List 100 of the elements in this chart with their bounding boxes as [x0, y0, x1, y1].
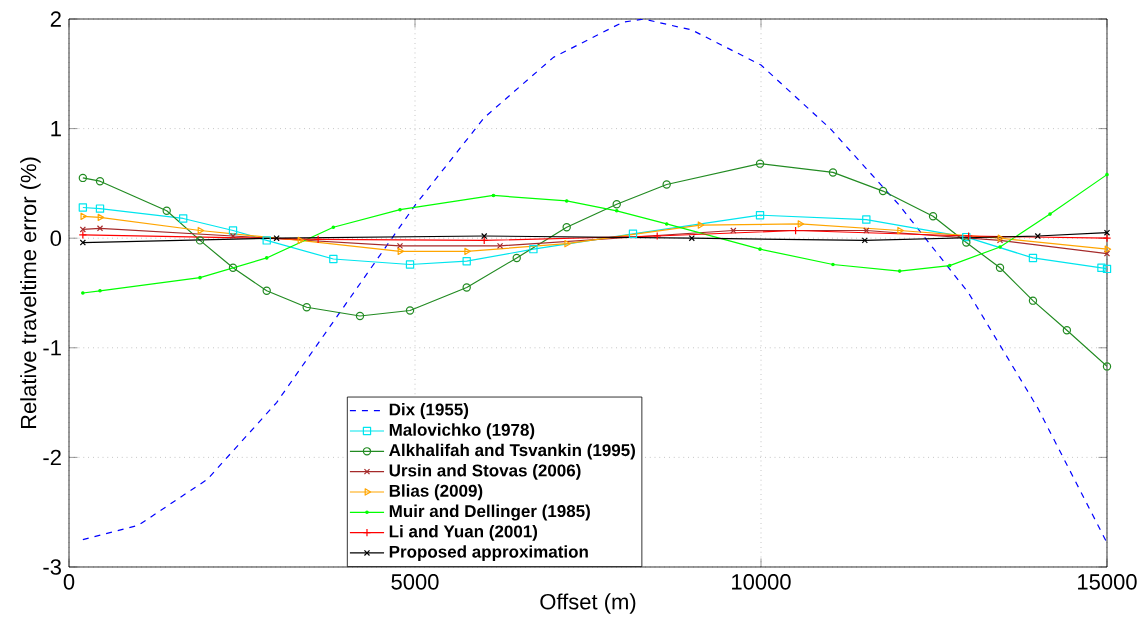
point	[79, 226, 86, 233]
legend-label: Blias (2009)	[389, 484, 483, 501]
point	[178, 214, 188, 223]
point	[878, 186, 888, 196]
x-tick-label: 5000	[391, 574, 439, 590]
point	[464, 247, 471, 256]
point	[831, 262, 835, 267]
point	[562, 223, 571, 232]
point	[81, 291, 85, 295]
y-axis-title: Relative traveltime error (%)	[20, 157, 41, 429]
point	[928, 212, 938, 221]
x-tick-label: 0	[63, 574, 75, 590]
point	[1028, 296, 1038, 305]
point	[612, 200, 621, 209]
point	[302, 303, 311, 312]
point	[664, 222, 669, 226]
point	[730, 227, 737, 234]
point	[162, 206, 171, 215]
point	[95, 177, 105, 186]
point	[462, 257, 471, 266]
point	[863, 227, 870, 234]
point	[995, 263, 1005, 272]
legend-label: Ursin and Stovas (2006)	[389, 463, 581, 480]
point	[529, 244, 538, 254]
y-tick-label: -1	[43, 340, 61, 356]
legend-label: Muir and Dellinger (1985)	[389, 504, 590, 521]
point	[96, 225, 104, 232]
point	[861, 237, 868, 244]
point	[462, 283, 471, 292]
x-tick-label: 15000	[1078, 574, 1137, 590]
point	[755, 210, 765, 220]
x-axis-title: Offset (m)	[540, 593, 636, 614]
point	[273, 235, 280, 242]
point	[614, 209, 619, 213]
point	[512, 253, 521, 263]
point	[198, 275, 202, 280]
y-tick-label: -2	[43, 449, 61, 466]
legend-label: Malovichko (1978)	[389, 423, 535, 440]
point	[355, 311, 365, 321]
point	[653, 231, 662, 241]
point	[1103, 229, 1111, 236]
point	[628, 229, 638, 239]
point	[481, 232, 488, 240]
point	[195, 236, 205, 245]
point	[564, 199, 569, 203]
point	[405, 306, 415, 315]
point	[496, 242, 504, 250]
point	[862, 215, 871, 224]
point	[396, 242, 404, 250]
point	[95, 204, 105, 213]
point	[98, 289, 102, 293]
point	[897, 269, 902, 273]
point	[758, 247, 762, 251]
point	[397, 247, 405, 256]
y-tick-label: -3	[43, 559, 61, 575]
point	[1105, 172, 1109, 177]
point	[262, 286, 271, 295]
point	[1048, 212, 1052, 216]
y-tick-label: 0	[50, 230, 62, 246]
legend-label: Proposed approximation	[389, 545, 588, 562]
point	[197, 226, 205, 235]
point	[697, 221, 705, 229]
point	[331, 225, 336, 230]
point	[1102, 234, 1112, 243]
point	[564, 239, 571, 248]
point	[998, 245, 1002, 249]
point	[297, 236, 305, 245]
point	[962, 238, 971, 247]
point	[264, 256, 269, 260]
legend-label: Dix (1955)	[389, 403, 469, 419]
point	[78, 230, 88, 240]
x-tick-label: 10000	[732, 574, 791, 590]
point	[897, 226, 904, 235]
point	[491, 193, 496, 198]
point	[947, 263, 952, 268]
point	[78, 173, 88, 183]
point	[828, 168, 838, 177]
point	[755, 159, 765, 168]
point	[78, 203, 88, 212]
point	[1034, 232, 1041, 240]
point	[1103, 250, 1111, 257]
point	[97, 213, 105, 222]
point	[1102, 264, 1112, 274]
legend-label: Alkhalifah and Tsvankin (1995)	[389, 443, 635, 460]
point	[228, 263, 238, 272]
y-tick-label: 2	[50, 11, 61, 27]
y-tick-label: 1	[51, 121, 61, 137]
point	[1097, 263, 1106, 272]
point	[662, 180, 671, 189]
point	[405, 260, 415, 269]
point	[797, 220, 805, 228]
legend-label: Li and Yuan (2001)	[389, 524, 538, 541]
point	[1028, 253, 1038, 263]
point	[79, 239, 86, 246]
point	[313, 235, 323, 244]
point	[1102, 362, 1112, 371]
point	[1062, 326, 1072, 335]
point	[329, 254, 338, 264]
point	[262, 236, 271, 245]
point	[228, 226, 238, 235]
